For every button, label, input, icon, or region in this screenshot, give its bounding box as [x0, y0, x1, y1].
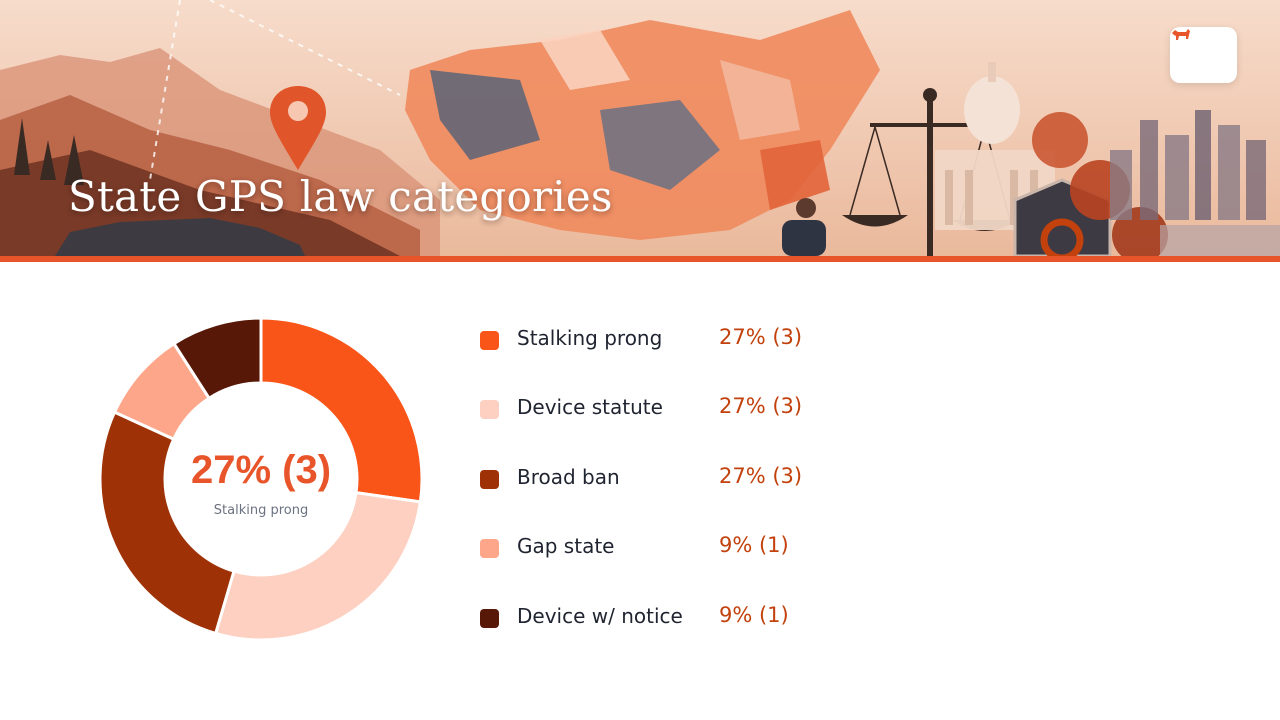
legend-label: Stalking prong	[517, 326, 663, 350]
legend-label: Device w/ notice	[517, 603, 683, 628]
legend-swatch	[480, 539, 499, 559]
page-title: State GPS law categories	[68, 172, 613, 221]
legend-label: Gap state	[517, 534, 615, 559]
legend-item-broad-ban: Broad ban 27% (3)	[480, 459, 900, 528]
chart-legend: Stalking prong 27% (3) Device statute 27% (…	[480, 320, 900, 667]
donut-slice-stalking-prong	[259, 316, 424, 504]
legend-value: 9% (1)	[719, 602, 789, 627]
legend-value: 9% (1)	[719, 533, 789, 558]
donut-slice-device-statute	[213, 490, 423, 642]
legend-label: Broad ban	[517, 464, 620, 489]
legend-value: 27% (3)	[719, 394, 803, 419]
header-banner: State GPS law categories	[0, 0, 1280, 256]
legend-item-stalking-prong: Stalking prong 27% (3)	[480, 320, 900, 389]
banner-illustration	[0, 0, 1280, 256]
legend-item-device-statute: Device statute 27% (3)	[480, 389, 900, 458]
donut-chart	[98, 316, 424, 642]
legend-item-gap-state: Gap state 9% (1)	[480, 528, 900, 597]
banner-divider	[0, 256, 1280, 262]
donut-slice-broad-ban	[98, 410, 236, 636]
legend-swatch	[480, 608, 499, 628]
legend-swatch	[480, 331, 499, 350]
legend-item-device-w-notice: Device w/ notice 9% (1)	[480, 598, 900, 667]
legend-swatch	[480, 400, 499, 420]
legend-value: 27% (3)	[719, 325, 803, 349]
legend-swatch	[480, 469, 499, 489]
donut-slice-device-w-notice	[171, 316, 263, 401]
logo-button[interactable]	[1170, 27, 1237, 83]
legend-label: Device statute	[517, 395, 663, 420]
legend-value: 27% (3)	[719, 463, 803, 488]
dog-icon	[1172, 29, 1190, 40]
donut-chart-svg	[98, 316, 424, 642]
